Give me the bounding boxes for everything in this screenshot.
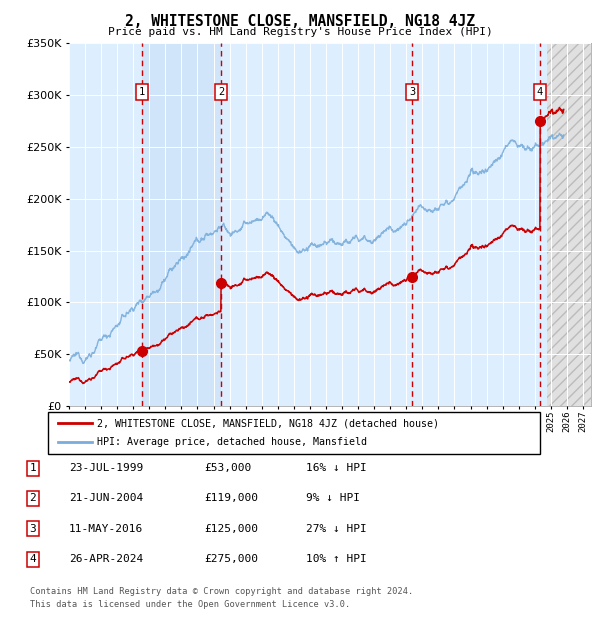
Text: 1: 1 (139, 87, 145, 97)
Text: 21-JUN-2004: 21-JUN-2004 (69, 494, 143, 503)
Text: 2: 2 (218, 87, 224, 97)
Text: 2: 2 (29, 494, 37, 503)
Text: 3: 3 (29, 524, 37, 534)
Bar (547, 43, 599, 406)
Text: £275,000: £275,000 (204, 554, 258, 564)
Text: 2, WHITESTONE CLOSE, MANSFIELD, NG18 4JZ (detached house): 2, WHITESTONE CLOSE, MANSFIELD, NG18 4JZ… (97, 418, 439, 428)
Text: HPI: Average price, detached house, Mansfield: HPI: Average price, detached house, Mans… (97, 438, 367, 448)
Text: This data is licensed under the Open Government Licence v3.0.: This data is licensed under the Open Gov… (30, 600, 350, 609)
Text: £53,000: £53,000 (204, 463, 251, 473)
Text: 3: 3 (409, 87, 415, 97)
Text: 4: 4 (29, 554, 37, 564)
Text: 9% ↓ HPI: 9% ↓ HPI (306, 494, 360, 503)
Text: 1: 1 (29, 463, 37, 473)
FancyBboxPatch shape (48, 412, 540, 454)
Text: £119,000: £119,000 (204, 494, 258, 503)
Text: Price paid vs. HM Land Registry's House Price Index (HPI): Price paid vs. HM Land Registry's House … (107, 27, 493, 37)
Text: 27% ↓ HPI: 27% ↓ HPI (306, 524, 367, 534)
Text: 2, WHITESTONE CLOSE, MANSFIELD, NG18 4JZ: 2, WHITESTONE CLOSE, MANSFIELD, NG18 4JZ (125, 14, 475, 29)
Text: £125,000: £125,000 (204, 524, 258, 534)
Text: 23-JUL-1999: 23-JUL-1999 (69, 463, 143, 473)
Text: Contains HM Land Registry data © Crown copyright and database right 2024.: Contains HM Land Registry data © Crown c… (30, 587, 413, 596)
Text: 11-MAY-2016: 11-MAY-2016 (69, 524, 143, 534)
Text: 10% ↑ HPI: 10% ↑ HPI (306, 554, 367, 564)
Bar (142, 43, 221, 406)
Bar (547, 43, 599, 406)
Text: 26-APR-2024: 26-APR-2024 (69, 554, 143, 564)
Text: 4: 4 (537, 87, 543, 97)
Text: 16% ↓ HPI: 16% ↓ HPI (306, 463, 367, 473)
